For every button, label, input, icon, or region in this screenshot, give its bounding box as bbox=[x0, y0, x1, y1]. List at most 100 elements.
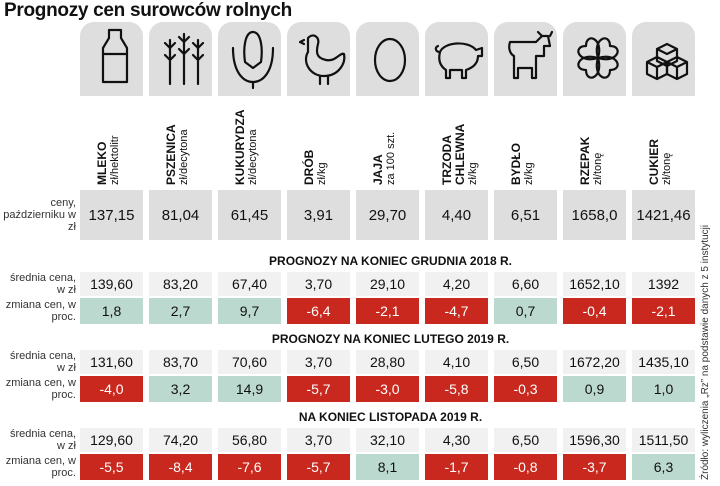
product-name: TRZODA CHLEWNA bbox=[440, 123, 467, 185]
product-name: RZEPAK bbox=[578, 136, 592, 185]
icon-tile bbox=[287, 22, 350, 96]
column-header: CUKIER zł/tonę bbox=[647, 97, 680, 185]
average-price: 56,80 bbox=[218, 428, 281, 452]
column-header: PSZENICA zł/decytona bbox=[164, 97, 197, 185]
product-name: BYDŁO bbox=[509, 143, 523, 185]
average-price: 1511,50 bbox=[632, 428, 695, 452]
source-note: Źródło: wyliczenia „Rz” na podstawie dan… bbox=[700, 224, 711, 480]
price-change: -0,4 bbox=[563, 298, 626, 324]
product-unit: zł/tonę bbox=[661, 152, 673, 185]
pig-icon bbox=[434, 42, 484, 80]
current-price: 137,15 bbox=[80, 190, 143, 240]
row-label: zmiana cen, w proc. bbox=[5, 377, 76, 401]
column-header: RZEPAK zł/tonę bbox=[578, 97, 611, 185]
product-unit: zł/tonę bbox=[592, 152, 604, 185]
average-price: 1652,10 bbox=[563, 272, 626, 296]
average-price: 1392 bbox=[632, 272, 695, 296]
sugar-icon bbox=[645, 42, 689, 81]
row-label: średnia cena, w zł bbox=[9, 350, 76, 374]
product-unit: zł/kg bbox=[523, 162, 535, 185]
price-change: -5,5 bbox=[80, 454, 143, 480]
current-price: 1658,0 bbox=[563, 190, 626, 240]
average-price: 28,80 bbox=[356, 350, 419, 374]
corn-icon bbox=[231, 30, 275, 90]
average-price: 3,70 bbox=[287, 428, 350, 452]
average-price: 6,60 bbox=[494, 272, 557, 296]
product-name: DRÓB bbox=[302, 149, 316, 185]
price-change: -4,7 bbox=[425, 298, 488, 324]
current-price: 6,51 bbox=[494, 190, 557, 240]
price-change: 2,7 bbox=[149, 298, 212, 324]
milk-icon bbox=[101, 28, 129, 84]
price-change: 3,2 bbox=[149, 376, 212, 402]
icon-tile bbox=[494, 22, 557, 96]
product-name: MLEKO bbox=[95, 141, 109, 185]
product-unit: zł/decytona bbox=[247, 129, 259, 185]
average-price: 3,70 bbox=[287, 350, 350, 374]
title: Prognozy cen surowców rolnych bbox=[4, 0, 292, 21]
average-price: 1435,10 bbox=[632, 350, 695, 374]
row-label: ceny, październiku w zł bbox=[3, 197, 76, 233]
product-unit: za 100 szt. bbox=[385, 131, 397, 185]
price-change: -8,4 bbox=[149, 454, 212, 480]
price-change: 14,9 bbox=[218, 376, 281, 402]
current-price: 1421,46 bbox=[632, 190, 695, 240]
price-change: 6,3 bbox=[632, 454, 695, 480]
column-header: KUKURYDZA zł/decytona bbox=[233, 97, 266, 185]
price-change: -5,8 bbox=[425, 376, 488, 402]
icon-tile bbox=[356, 22, 419, 96]
price-change: 1,8 bbox=[80, 298, 143, 324]
price-change: 0,7 bbox=[494, 298, 557, 324]
column-header: BYDŁO zł/kg bbox=[509, 97, 542, 185]
average-price: 6,50 bbox=[494, 350, 557, 374]
current-price: 81,04 bbox=[149, 190, 212, 240]
average-price: 32,10 bbox=[356, 428, 419, 452]
current-price: 61,45 bbox=[218, 190, 281, 240]
section-heading: PROGNOZY NA KONIEC LUTEGO 2019 R. bbox=[271, 332, 510, 346]
cow-icon bbox=[508, 30, 554, 80]
average-price: 83,20 bbox=[149, 272, 212, 296]
average-price: 4,20 bbox=[425, 272, 488, 296]
wheat-icon bbox=[163, 32, 205, 86]
price-change: -5,7 bbox=[287, 376, 350, 402]
product-unit: zł/decytona bbox=[178, 129, 190, 185]
average-price: 1672,20 bbox=[563, 350, 626, 374]
product-name: CUKIER bbox=[647, 138, 661, 185]
column-header: JAJA za 100 szt. bbox=[371, 97, 404, 185]
price-change: -0,3 bbox=[494, 376, 557, 402]
egg-icon bbox=[373, 37, 407, 83]
section-heading: NA KONIEC LISTOPADA 2019 R. bbox=[298, 410, 483, 424]
average-price: 1596,30 bbox=[563, 428, 626, 452]
price-change: 1,0 bbox=[632, 376, 695, 402]
price-change: 0,9 bbox=[563, 376, 626, 402]
average-price: 3,70 bbox=[287, 272, 350, 296]
column-header: DRÓB zł/kg bbox=[302, 97, 335, 185]
price-change: -3,7 bbox=[563, 454, 626, 480]
average-price: 139,60 bbox=[80, 272, 143, 296]
section-heading: PROGNOZY NA KONIEC GRUDNIA 2018 R. bbox=[269, 254, 512, 268]
current-price: 4,40 bbox=[425, 190, 488, 240]
price-change: 9,7 bbox=[218, 298, 281, 324]
price-change: -2,1 bbox=[632, 298, 695, 324]
price-change: -0,8 bbox=[494, 454, 557, 480]
average-price: 4,10 bbox=[425, 350, 488, 374]
icon-tile bbox=[80, 22, 143, 96]
product-name: KUKURYDZA bbox=[233, 109, 247, 185]
average-price: 4,30 bbox=[425, 428, 488, 452]
current-price: 29,70 bbox=[356, 190, 419, 240]
product-unit: zł/kg bbox=[467, 162, 479, 185]
rapeseed-icon bbox=[577, 37, 619, 79]
column-header: TRZODA CHLEWNA zł/kg bbox=[440, 97, 479, 185]
product-unit: zł/hektolitr bbox=[109, 135, 121, 185]
icon-tile bbox=[149, 22, 212, 96]
row-label: średnia cena, w zł bbox=[9, 428, 76, 452]
row-label: średnia cena, w zł bbox=[9, 272, 76, 296]
average-price: 6,50 bbox=[494, 428, 557, 452]
icon-tile bbox=[632, 22, 695, 96]
price-change: 8,1 bbox=[356, 454, 419, 480]
average-price: 129,60 bbox=[80, 428, 143, 452]
price-change: -2,1 bbox=[356, 298, 419, 324]
price-change: -4,0 bbox=[80, 376, 143, 402]
product-name: JAJA bbox=[371, 154, 385, 185]
